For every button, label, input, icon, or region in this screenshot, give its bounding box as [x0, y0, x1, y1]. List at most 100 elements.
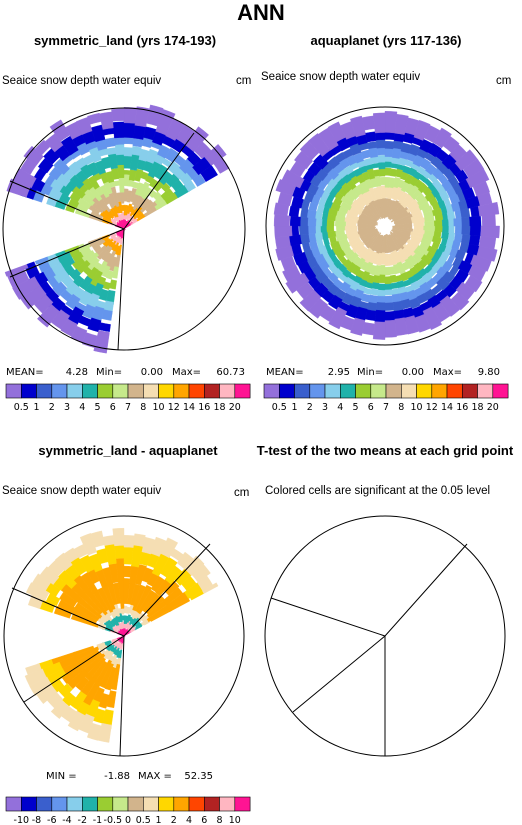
- panel-2-cell: [481, 214, 496, 227]
- panel-2-cell: [464, 275, 483, 293]
- panel-3-colorbar-tick-label: -6: [47, 815, 56, 825]
- panel-1-colorbar: 0.5 1 2 3 4 5 6 7 8 10 12 14 16 18 20: [5, 383, 251, 413]
- panel-3-colorbar-swatch: [20, 796, 37, 812]
- panel-3-cell: [160, 537, 179, 559]
- panel-2-cell: [384, 167, 392, 176]
- panel-1-cell: [112, 121, 125, 139]
- panel-2-cell: [384, 156, 393, 162]
- panel-1-mean-label: MEAN=: [6, 367, 44, 378]
- panel-2-cell: [396, 261, 406, 275]
- panel-1-colorbar-swatch: [82, 383, 98, 399]
- panel-2-cell: [450, 291, 470, 311]
- panel-2-colorbar-tick-label: 1: [291, 402, 297, 413]
- panel-2-cell: [469, 225, 482, 237]
- panel-2-cell: [453, 217, 463, 227]
- panel-3-cell: [63, 547, 79, 563]
- panel-2-cell: [377, 155, 386, 163]
- panel-1-colorbar-tick-label: 12: [168, 402, 180, 413]
- panel-1-cell: [120, 237, 123, 245]
- panel-2-colorbar-swatch: [263, 383, 280, 399]
- panel-1-cell: [93, 330, 110, 354]
- panel-1-cell: [132, 138, 144, 148]
- panel-3-continent-edge: [23, 635, 125, 703]
- panel-3-colorbar-swatch: [158, 796, 175, 812]
- panel-2-cell: [480, 225, 500, 239]
- panel-2-cell: [394, 113, 409, 135]
- panel-2-cell: [371, 162, 380, 169]
- panel-1-colorbar-tick-label: 8: [140, 402, 146, 413]
- panel-3-cell: [111, 638, 117, 643]
- panel-2-colorbar-swatch: [370, 383, 387, 399]
- panel-3-cell: [90, 530, 105, 548]
- panel-2-cell: [442, 135, 460, 153]
- panel-2-cell: [323, 237, 330, 246]
- panel-2-cell: [404, 315, 420, 335]
- panel-2-cell: [439, 190, 450, 201]
- panel-2-cell: [275, 245, 295, 261]
- panel-1-units: cm: [236, 75, 251, 87]
- panel-2-cell: [428, 173, 438, 183]
- panel-1-colorbar-swatch: [20, 383, 37, 399]
- panel-2-cell: [384, 111, 398, 134]
- panel-2-cell: [476, 245, 498, 262]
- panel-1-cell: [87, 317, 102, 333]
- panel-3-min-value: -1.88: [104, 771, 130, 782]
- panel-1-colorbar-swatch: [36, 383, 53, 399]
- panel-1-cell: [192, 173, 206, 187]
- panel-1-colorbar-swatch: [143, 383, 159, 399]
- panel-1-continent-edge: [117, 228, 125, 351]
- panel-2-cell: [377, 289, 386, 297]
- panel-2-colorbar-swatch: [400, 383, 417, 399]
- panel-3-variable: Seaice snow depth water equiv: [2, 485, 161, 497]
- panel-2-cell: [334, 152, 347, 163]
- panel-3-colorbar-tick-label: 0: [125, 815, 131, 825]
- panel-2-cell: [372, 112, 386, 134]
- panel-2-cell: [432, 127, 452, 149]
- panel-1-continent-edge: [9, 180, 125, 230]
- panel-2-cell: [462, 158, 485, 178]
- panel-1-cell: [123, 107, 137, 124]
- panel-1-cell: [113, 180, 120, 187]
- panel-2-cell: [390, 282, 399, 290]
- panel-4-variable: Colored cells are significant at the 0.0…: [265, 485, 490, 497]
- panel-1-colorbar-tick-label: 18: [213, 402, 225, 413]
- panel-3-colorbar-tick-label: 1: [155, 815, 161, 825]
- panel-1-cell: [23, 145, 44, 166]
- panel-1-cell: [128, 180, 135, 188]
- panel-1-cell: [52, 281, 68, 297]
- panel-1-cell: [37, 303, 60, 328]
- panel-2-cell: [389, 274, 398, 283]
- panel-1-colorbar-tick-label: 1: [33, 402, 39, 413]
- panel-3-colorbar-swatch: [36, 796, 53, 812]
- figure-title: ANN: [237, 0, 285, 25]
- panel-2-colorbar-swatch: [492, 383, 509, 399]
- panel-3-cell: [79, 533, 97, 556]
- panel-3-colorbar-tick-label: -0.5: [104, 815, 123, 825]
- panel-1-colorbar-tick-label: 10: [152, 402, 164, 413]
- panel-3-cell: [123, 535, 135, 548]
- panel-3-cell: [123, 605, 128, 614]
- panel-1-colorbar-swatch: [204, 383, 220, 399]
- panel-1-cell: [121, 204, 125, 212]
- panel-3-colorbar-swatch: [82, 796, 98, 812]
- panel-1-cell: [12, 276, 41, 300]
- panel-3-max-value: 52.35: [184, 771, 213, 782]
- panel-1-colorbar-swatch: [97, 383, 114, 399]
- panel-3-cell: [31, 573, 51, 591]
- panel-2-colorbar-tick-label: 12: [426, 402, 438, 413]
- panel-3-colorbar-tick-label: 0.5: [136, 815, 151, 825]
- panel-1-colorbar-tick-label: 2: [49, 402, 55, 413]
- panel-3-cell: [67, 710, 86, 732]
- panel-3-cell: [104, 666, 117, 691]
- panel-1-cell: [123, 147, 133, 157]
- panel-3-continent-edge: [123, 543, 211, 637]
- panel-3-cell: [25, 582, 50, 602]
- panel-2-cell: [384, 161, 392, 168]
- panel-2-colorbar: 0.5 1 2 3 4 5 6 7 8 10 12 14 16 18 20: [263, 383, 509, 413]
- panel-2-cell: [372, 321, 386, 340]
- panel-2-cell: [371, 282, 380, 290]
- panel-1-cell: [200, 165, 218, 182]
- panel-3-colorbar-swatch: [188, 796, 205, 812]
- panel-1-cell: [104, 137, 116, 148]
- panel-1-variable: Seaice snow depth water equiv: [2, 75, 161, 87]
